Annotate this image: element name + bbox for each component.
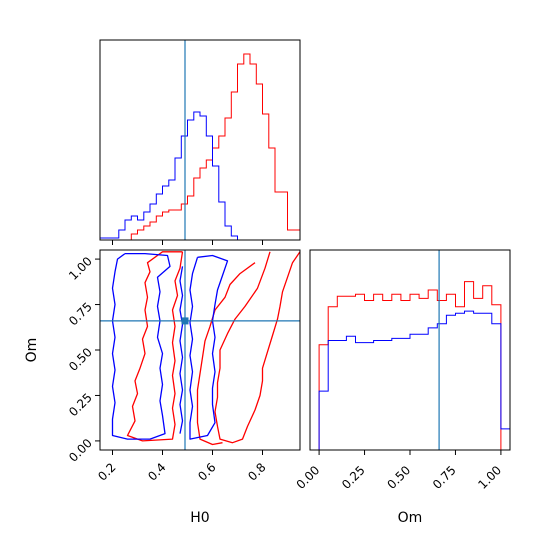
histogram-om-tick-label: 0.25 [339, 463, 368, 492]
contour-blue-5 [179, 266, 184, 434]
contour-x-tick-label: 0.6 [195, 460, 218, 483]
histogram-h0-series [99, 53, 301, 241]
x-axis-label-om: Om [398, 510, 423, 526]
contour-x-ticks: 0.2 0.4 0.6 0.8 [95, 450, 269, 484]
contour-y-tick-label: 0.00 [66, 436, 95, 465]
histogram-h0-red-step [100, 53, 301, 241]
contour-red-2 [196, 262, 256, 446]
histogram-om-tick-label: 1.00 [475, 463, 504, 492]
contour-x-tick-label: 0.8 [245, 460, 268, 483]
histogram-om-red-step [310, 281, 510, 451]
contour-red-1 [214, 251, 301, 444]
contour-y-tick-label: 0.25 [66, 391, 95, 420]
contour-y-tick-label: 0.50 [66, 345, 95, 374]
histogram-om-panel: 0.00 0.25 0.50 0.75 1.00 Om [294, 249, 511, 526]
contour-y-tick-label: 1.00 [66, 254, 95, 283]
truth-point [181, 317, 189, 325]
contour-frame [99, 249, 301, 451]
y-axis-label-om: Om [24, 338, 40, 363]
histogram-om-blue-step [310, 310, 511, 451]
contour-panel: 0.2 0.4 0.6 0.8 0.00 0.25 0.50 0.75 1.00 H0 Om [24, 249, 301, 526]
x-axis-label-h0: H0 [190, 510, 209, 526]
histogram-om-frame [309, 249, 511, 451]
contour-blue-4 [189, 254, 229, 440]
histogram-om-tick-label: 0.00 [294, 463, 323, 492]
contour-red-0 [126, 251, 184, 442]
histogram-om-tick-label: 0.75 [430, 463, 459, 492]
contour-y-ticks: 0.00 0.25 0.50 0.75 1.00 [66, 254, 100, 465]
histogram-h0-panel [99, 39, 301, 245]
contour-x-tick-label: 0.4 [145, 460, 168, 483]
histogram-h0-ticks [112, 240, 263, 245]
contour-x-tick-label: 0.2 [95, 460, 118, 483]
contour-y-tick-label: 0.75 [66, 300, 95, 329]
contour-blue-3 [111, 252, 171, 440]
histogram-om-ticks: 0.00 0.25 0.50 0.75 1.00 [294, 450, 504, 492]
contour-lines [111, 251, 301, 446]
histogram-om-tick-label: 0.50 [385, 463, 414, 492]
histogram-h0-frame [99, 39, 301, 241]
histogram-om-series [310, 281, 511, 451]
